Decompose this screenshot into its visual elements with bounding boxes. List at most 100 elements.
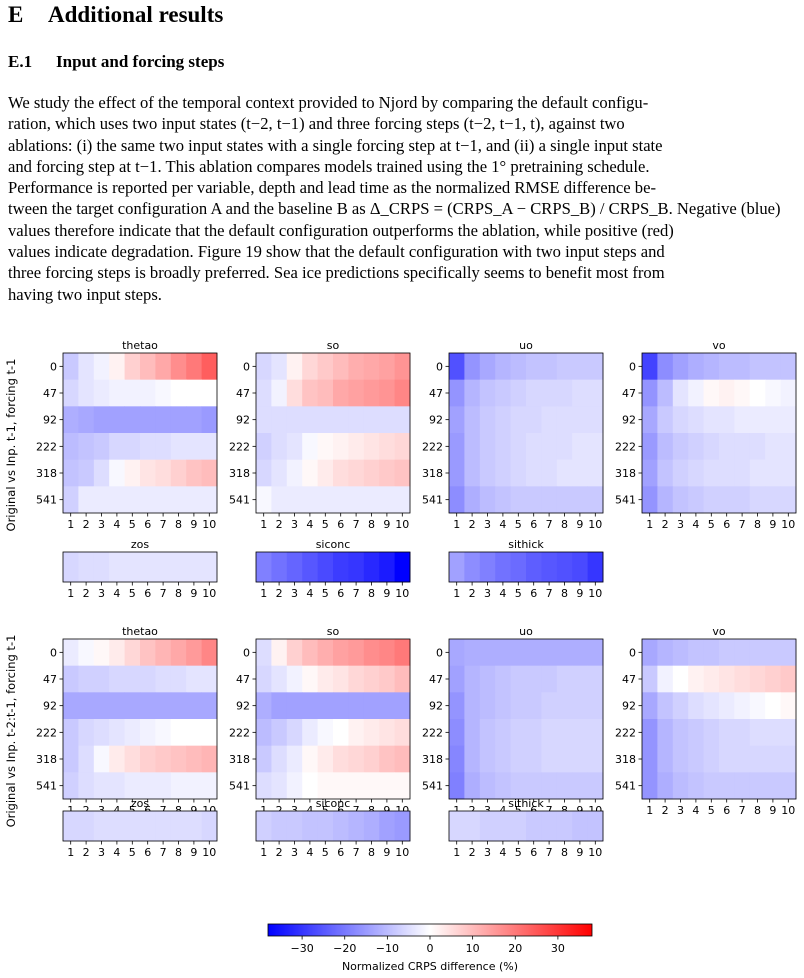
heatmap-cell xyxy=(642,433,658,461)
x-tick-label: 6 xyxy=(337,804,344,817)
y-tick-label: 92 xyxy=(429,700,443,713)
heatmap-cell xyxy=(587,811,604,842)
heatmap-cell xyxy=(556,639,573,667)
y-tick-label: 222 xyxy=(422,726,443,739)
y-tick-label: 47 xyxy=(622,387,636,400)
heatmap-cell xyxy=(201,665,218,693)
y-tick-label: 318 xyxy=(36,467,57,480)
x-tick-label: 5 xyxy=(515,518,522,531)
heatmap-cell xyxy=(302,552,318,583)
heatmap-cell xyxy=(93,639,110,667)
heatmap-cell xyxy=(302,433,318,461)
y-tick-label: 541 xyxy=(229,780,250,793)
heatmap-cell xyxy=(256,486,272,514)
heatmap-cell xyxy=(703,719,720,747)
heatmap-cell xyxy=(379,552,395,583)
heatmap-cell xyxy=(526,719,542,747)
heatmap-cell xyxy=(186,719,202,747)
heatmap-cell xyxy=(379,406,395,434)
x-tick-label: 6 xyxy=(144,518,151,531)
heatmap-cell xyxy=(379,379,395,407)
heatmap-cell xyxy=(186,433,202,461)
heatmap-cell xyxy=(63,433,79,461)
panel-title: sithick xyxy=(508,538,544,551)
heatmap-cell xyxy=(394,719,411,747)
heatmap-cell xyxy=(464,692,481,720)
heatmap-cell xyxy=(703,665,720,693)
heatmap-cell xyxy=(541,745,558,773)
heatmap-cell xyxy=(63,745,79,773)
heatmap-cell xyxy=(286,433,303,461)
heatmap-cell xyxy=(155,665,172,693)
heatmap-cell xyxy=(765,772,781,800)
y-tick-label: 47 xyxy=(622,673,636,686)
x-tick-label: 1 xyxy=(646,804,653,817)
x-tick-label: 6 xyxy=(530,846,537,859)
heatmap-cell xyxy=(201,406,218,434)
heatmap-cell xyxy=(587,639,604,667)
heatmap-cell xyxy=(286,379,303,407)
heatmap-cell xyxy=(363,692,380,720)
heatmap-cell xyxy=(78,379,95,407)
panel-title: siconc xyxy=(316,538,351,551)
heatmap-cell xyxy=(657,459,674,487)
heatmap-cell xyxy=(765,406,781,434)
heatmap-cell xyxy=(379,639,395,667)
heatmap-cell xyxy=(765,459,781,487)
heatmap-cell xyxy=(526,772,542,800)
heatmap-cell xyxy=(464,552,481,583)
heatmap-cell xyxy=(657,406,674,434)
x-tick-label: 10 xyxy=(395,518,409,531)
x-tick-label: 5 xyxy=(322,587,329,600)
heatmap-cell xyxy=(510,459,527,487)
heatmap-cell xyxy=(394,433,411,461)
x-tick-label: 3 xyxy=(98,587,105,600)
panel-title: thetao xyxy=(122,625,158,638)
heatmap-cell xyxy=(780,459,797,487)
x-tick-label: 5 xyxy=(129,518,136,531)
heatmap-cell xyxy=(703,433,720,461)
heatmap-cell xyxy=(348,552,365,583)
paragraph-line: ablations: (i) the same two input states… xyxy=(8,135,663,155)
heatmap-cell xyxy=(286,811,303,842)
heatmap-cell xyxy=(348,719,365,747)
heatmap-cell xyxy=(317,692,334,720)
heatmap-cell xyxy=(124,552,141,583)
heatmap-cell xyxy=(572,639,588,667)
y-tick-label: 92 xyxy=(236,700,250,713)
heatmap-cell xyxy=(479,379,496,407)
heatmap-cell xyxy=(672,719,689,747)
x-tick-label: 10 xyxy=(781,804,795,817)
heatmap-cell xyxy=(464,745,481,773)
x-tick-label: 8 xyxy=(368,518,375,531)
heatmap-cell xyxy=(556,665,573,693)
y-tick-label: 222 xyxy=(615,440,636,453)
heatmap-cell xyxy=(333,745,349,773)
heatmap-cell xyxy=(333,719,349,747)
heatmap-cell xyxy=(672,486,689,514)
heatmap-cell xyxy=(587,459,604,487)
x-tick-label: 3 xyxy=(291,804,298,817)
heatmap-cell xyxy=(541,772,558,800)
heatmap-cell xyxy=(394,665,411,693)
y-tick-label: 222 xyxy=(229,726,250,739)
heatmap-cell xyxy=(703,692,720,720)
heatmap-cell xyxy=(93,745,110,773)
heatmap-cell xyxy=(170,719,187,747)
x-tick-label: 3 xyxy=(291,846,298,859)
heatmap-cell xyxy=(186,552,202,583)
y-tick-label: 541 xyxy=(615,494,636,507)
x-tick-label: 9 xyxy=(769,804,776,817)
x-tick-label: 1 xyxy=(260,846,267,859)
heatmap-cell xyxy=(734,639,751,667)
heatmap-cell xyxy=(394,353,411,381)
heatmap-cell xyxy=(541,353,558,381)
heatmap-cell xyxy=(155,719,172,747)
y-tick-label: 318 xyxy=(36,753,57,766)
heatmap-cell xyxy=(642,665,658,693)
heatmap-cell xyxy=(734,745,751,773)
heatmap-cell xyxy=(642,772,658,800)
heatmap-cell xyxy=(140,745,156,773)
x-tick-label: 6 xyxy=(530,804,537,817)
heatmap-cell xyxy=(286,745,303,773)
